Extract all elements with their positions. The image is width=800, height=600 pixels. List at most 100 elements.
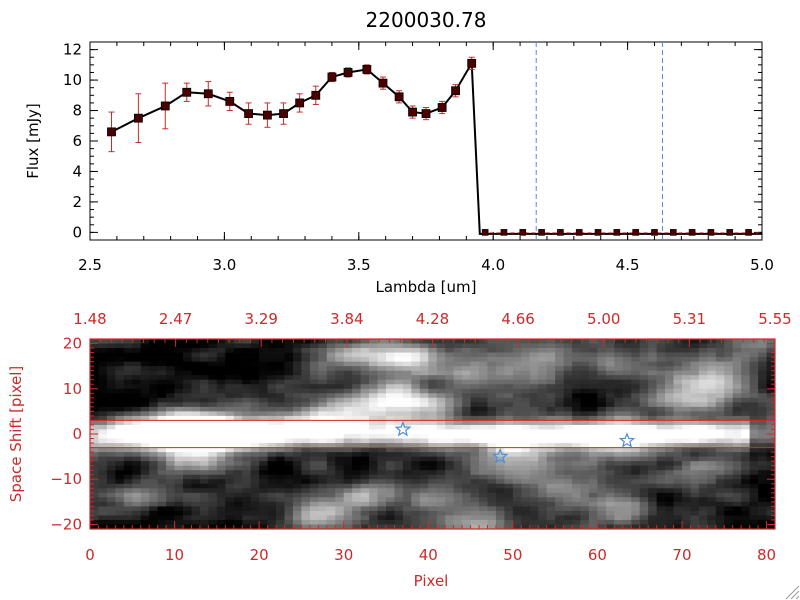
heatmap-cell: [428, 488, 438, 494]
heatmap-cell: [225, 388, 235, 394]
heatmap-cell: [318, 443, 328, 448]
heatmap-cell: [428, 443, 438, 448]
heatmap-cell: [132, 339, 142, 344]
heatmap-cell: [233, 411, 243, 417]
heatmap-cell: [741, 411, 750, 417]
heatmap-cell: [504, 415, 514, 421]
heatmap-cell: [208, 515, 218, 521]
heatmap-cell: [259, 379, 268, 385]
heatmap-cell: [309, 506, 319, 512]
heatmap-cell: [681, 420, 691, 426]
heatmap-cell: [360, 519, 370, 525]
heatmap-cell: [419, 348, 429, 353]
heatmap-cell: [732, 352, 742, 358]
heatmap-cell: [724, 519, 734, 525]
heatmap-cell: [326, 348, 336, 353]
heatmap-cell: [301, 524, 311, 530]
heatmap-cell: [267, 402, 277, 408]
heatmap-cell: [648, 420, 657, 426]
heatmap-cell: [749, 424, 759, 430]
heatmap-cell: [766, 497, 776, 503]
heatmap-cell: [259, 339, 268, 344]
data-point: [295, 98, 305, 108]
heatmap-cell: [191, 379, 201, 385]
heatmap-cell: [521, 393, 531, 399]
heatmap-cell: [479, 406, 488, 412]
heatmap-cell: [309, 424, 319, 430]
heatmap-cell: [166, 452, 175, 457]
heatmap-cell: [673, 361, 683, 367]
heatmap-cell: [140, 470, 150, 476]
heatmap-cell: [385, 506, 395, 512]
x-tick-label: 5.0: [750, 256, 774, 274]
heatmap-cell: [242, 506, 252, 512]
heatmap-cell: [343, 488, 353, 494]
heatmap-cell: [614, 474, 624, 480]
heatmap-cell: [343, 492, 353, 498]
heatmap-cell: [724, 415, 734, 421]
heatmap-cell: [521, 497, 531, 503]
heatmap-cell: [259, 470, 268, 476]
heatmap-cell: [149, 443, 159, 448]
heatmap-cell: [123, 370, 133, 376]
heatmap-cell: [580, 402, 590, 408]
heatmap-cell: [132, 343, 142, 349]
heatmap-cell: [233, 479, 243, 485]
heatmap-cell: [191, 510, 201, 516]
heatmap-cell: [741, 424, 750, 430]
heatmap-cell: [157, 515, 167, 521]
heatmap-cell: [385, 510, 395, 516]
heatmap-cell: [462, 492, 471, 498]
heatmap-cell: [174, 420, 184, 426]
heatmap-cell: [411, 375, 421, 381]
heatmap-cell: [284, 429, 294, 435]
heatmap-cell: [681, 339, 691, 344]
heatmap-cell: [318, 406, 328, 412]
heatmap-cell: [749, 488, 759, 494]
heatmap-cell: [385, 524, 395, 530]
heatmap-cell: [614, 519, 624, 525]
heatmap-cell: [470, 420, 480, 426]
heatmap-cell: [90, 483, 99, 489]
heatmap-cell: [521, 474, 531, 480]
heatmap-cell: [326, 393, 336, 399]
heatmap-cell: [284, 506, 294, 512]
heatmap-cell: [766, 479, 776, 485]
resize-grip-icon[interactable]: [785, 585, 800, 600]
heatmap-cell: [690, 452, 700, 457]
heatmap-cell: [665, 397, 674, 403]
heatmap-cell: [115, 357, 125, 362]
heatmap-cell: [292, 461, 302, 467]
heatmap-cell: [250, 366, 260, 372]
heatmap-cell: [631, 483, 641, 489]
heatmap-cell: [166, 370, 175, 376]
heatmap-cell: [402, 370, 412, 376]
heatmap-cell: [191, 411, 201, 417]
heatmap-cell: [199, 461, 209, 467]
heatmap-cell: [309, 393, 319, 399]
heatmap-cell: [580, 384, 590, 390]
heatmap-cell: [183, 375, 192, 381]
heatmap-cell: [352, 474, 361, 480]
heatmap-cell: [487, 452, 497, 457]
heatmap-cell: [191, 384, 201, 390]
heatmap-cell: [183, 438, 192, 444]
heatmap-cell: [225, 506, 235, 512]
heatmap-cell: [335, 375, 345, 381]
heatmap-cell: [276, 339, 285, 344]
heatmap-cell: [453, 515, 463, 521]
heatmap-cell: [715, 492, 725, 498]
heatmap-cell: [758, 492, 767, 498]
heatmap-cell: [242, 384, 252, 390]
heatmap-cell: [309, 524, 319, 530]
heatmap-cell: [445, 474, 454, 480]
heatmap-cell: [665, 406, 674, 412]
heatmap-cell: [166, 456, 175, 462]
heatmap-cell: [199, 424, 209, 430]
heatmap-cell: [546, 474, 556, 480]
heatmap-cell: [242, 510, 252, 516]
data-point: [279, 109, 288, 118]
heatmap-cell: [690, 375, 700, 381]
heatmap-cell: [318, 492, 328, 498]
heatmap-cell: [741, 402, 750, 408]
